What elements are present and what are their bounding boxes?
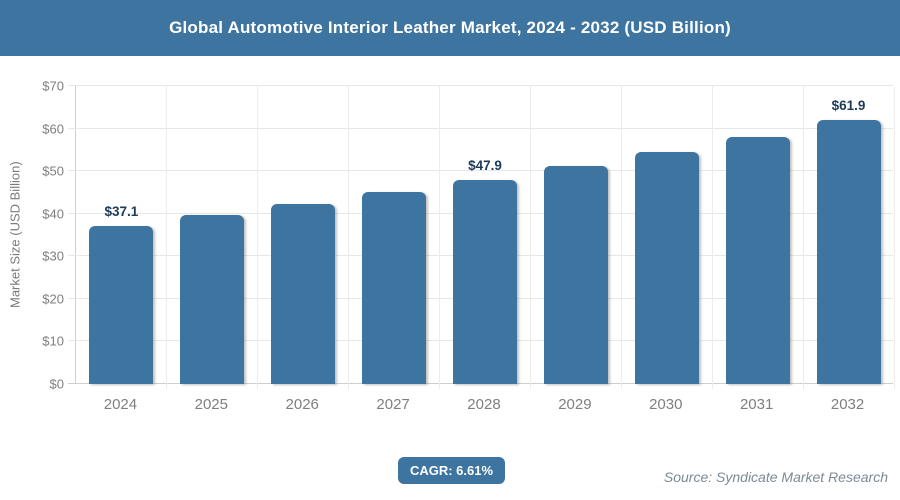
y-tick-label: $10 bbox=[42, 333, 64, 349]
x-axis-tick-labels: 2024 2025 2026 2027 2028 2029 2030 2031 2032 bbox=[75, 396, 893, 416]
y-tick-label: $70 bbox=[42, 78, 64, 94]
bar-2032 bbox=[816, 120, 881, 384]
bar-2027 bbox=[362, 192, 427, 384]
source-credit: Source: Syndicate Market Research bbox=[663, 469, 888, 485]
chart-title-bar: Global Automotive Interior Leather Marke… bbox=[0, 0, 900, 56]
x-tick-label: 2028 bbox=[467, 396, 501, 413]
y-tick-label: $0 bbox=[49, 376, 64, 392]
x-tick-label: 2026 bbox=[285, 396, 319, 413]
y-gridline bbox=[68, 85, 893, 86]
x-gridline bbox=[893, 86, 895, 389]
chart-title: Global Automotive Interior Leather Marke… bbox=[169, 18, 731, 37]
x-tick-label: 2024 bbox=[103, 396, 138, 413]
y-tick-label: $40 bbox=[42, 206, 64, 222]
bar-value-label: $37.1 bbox=[104, 204, 139, 220]
x-tick-label: 2025 bbox=[194, 396, 228, 413]
x-gridline bbox=[529, 86, 531, 389]
plot-area: $37.1 $47.9 $61.9 bbox=[68, 85, 895, 389]
x-gridline bbox=[257, 86, 259, 389]
y-gridline bbox=[68, 127, 893, 129]
x-tick-label: 2029 bbox=[558, 396, 592, 413]
y-axis-tick-labels: $0 $10 $20 $30 $40 $50 $60 $70 bbox=[0, 79, 64, 392]
bar-2026 bbox=[271, 204, 336, 384]
x-tick-label: 2031 bbox=[739, 396, 774, 413]
bar-2030 bbox=[634, 152, 699, 384]
y-tick-label: $60 bbox=[42, 121, 64, 137]
x-gridline bbox=[711, 86, 713, 389]
x-tick-label: 2027 bbox=[376, 396, 410, 413]
bar-2028 bbox=[453, 180, 517, 384]
x-gridline bbox=[620, 86, 622, 389]
bar-2031 bbox=[725, 136, 790, 384]
x-tick-label: 2032 bbox=[830, 396, 865, 413]
bar-2024 bbox=[89, 226, 154, 384]
x-gridline bbox=[348, 86, 350, 389]
x-gridline bbox=[166, 86, 168, 389]
x-gridline bbox=[439, 86, 441, 389]
y-tick-label: $30 bbox=[42, 248, 64, 264]
y-tick-label: $20 bbox=[42, 291, 64, 307]
bar-2025 bbox=[180, 215, 245, 384]
x-tick-label: 2030 bbox=[649, 396, 683, 413]
bar-value-label: $47.9 bbox=[468, 158, 502, 174]
y-gridline bbox=[68, 170, 893, 172]
cagr-badge: CAGR: 6.61% bbox=[398, 457, 505, 484]
bar-value-label: $61.9 bbox=[831, 98, 866, 114]
y-tick-label: $50 bbox=[42, 163, 64, 179]
bar-2029 bbox=[543, 166, 608, 384]
x-gridline bbox=[802, 86, 804, 389]
